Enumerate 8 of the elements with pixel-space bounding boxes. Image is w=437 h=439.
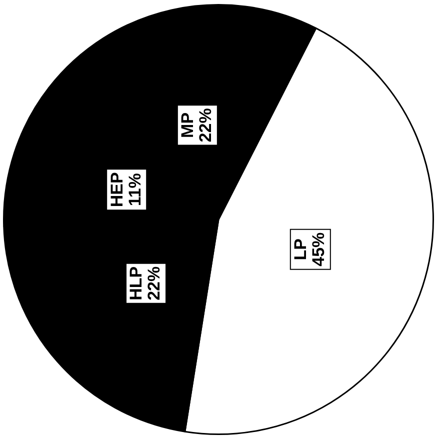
slice-label: LP: [291, 238, 310, 260]
data-label: 22%: [144, 266, 164, 300]
data-label: 22%: [196, 108, 216, 142]
data-label: 45%: [309, 232, 328, 266]
slice-label: HEP: [107, 172, 126, 208]
slice-label: MP: [178, 112, 198, 138]
slice-label: HLP: [126, 266, 146, 300]
data-label: 11%: [125, 173, 144, 206]
